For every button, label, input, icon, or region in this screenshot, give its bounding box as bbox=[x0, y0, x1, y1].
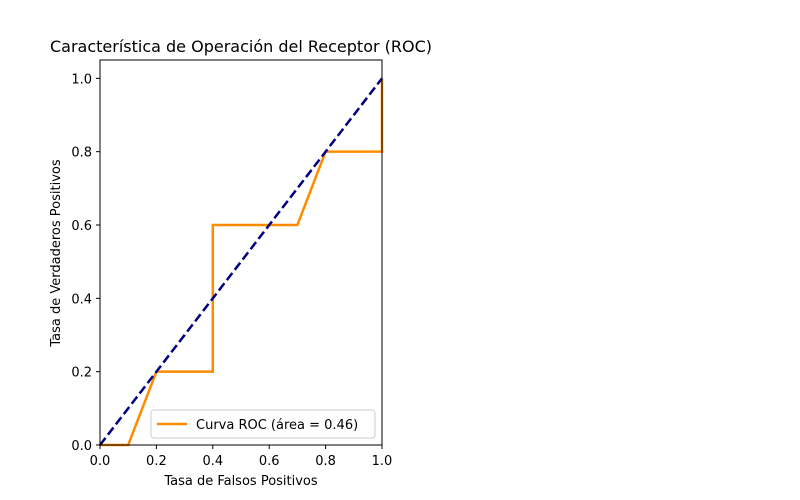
y-axis-label: Tasa de Verdaderos Positivos bbox=[49, 159, 64, 347]
x-axis-label: Tasa de Falsos Positivos bbox=[163, 474, 318, 489]
y-axis: 0.0 0.2 0.4 0.6 0.8 1.0 bbox=[71, 72, 100, 454]
y-tick-label: 0.0 bbox=[71, 439, 92, 454]
chance-diagonal-line bbox=[99, 77, 383, 446]
x-axis: 0.0 0.2 0.4 0.6 0.8 1.0 bbox=[90, 445, 393, 469]
x-tick-label: 0.0 bbox=[90, 454, 111, 469]
plot-frame bbox=[99, 59, 383, 446]
y-tick-label: 0.8 bbox=[71, 146, 92, 161]
legend-box bbox=[150, 409, 376, 439]
series-layer bbox=[99, 77, 384, 447]
x-tick-label: 1.0 bbox=[372, 454, 393, 469]
chart-title: Característica de Operación del Receptor… bbox=[50, 37, 432, 56]
y-tick-label: 0.2 bbox=[71, 366, 92, 381]
x-tick-label: 0.4 bbox=[202, 454, 223, 469]
x-tick-label: 0.2 bbox=[146, 454, 167, 469]
y-tick-label: 1.0 bbox=[71, 72, 92, 87]
y-tick-label: 0.4 bbox=[71, 292, 92, 307]
legend: Curva ROC (área = 0.46) bbox=[150, 409, 376, 439]
x-tick-label: 0.8 bbox=[315, 454, 336, 469]
x-tick-label: 0.6 bbox=[259, 454, 280, 469]
y-tick-label: 0.6 bbox=[71, 219, 92, 234]
legend-label-roc: Curva ROC (área = 0.46) bbox=[196, 418, 358, 433]
roc-curve-line bbox=[100, 78, 384, 447]
